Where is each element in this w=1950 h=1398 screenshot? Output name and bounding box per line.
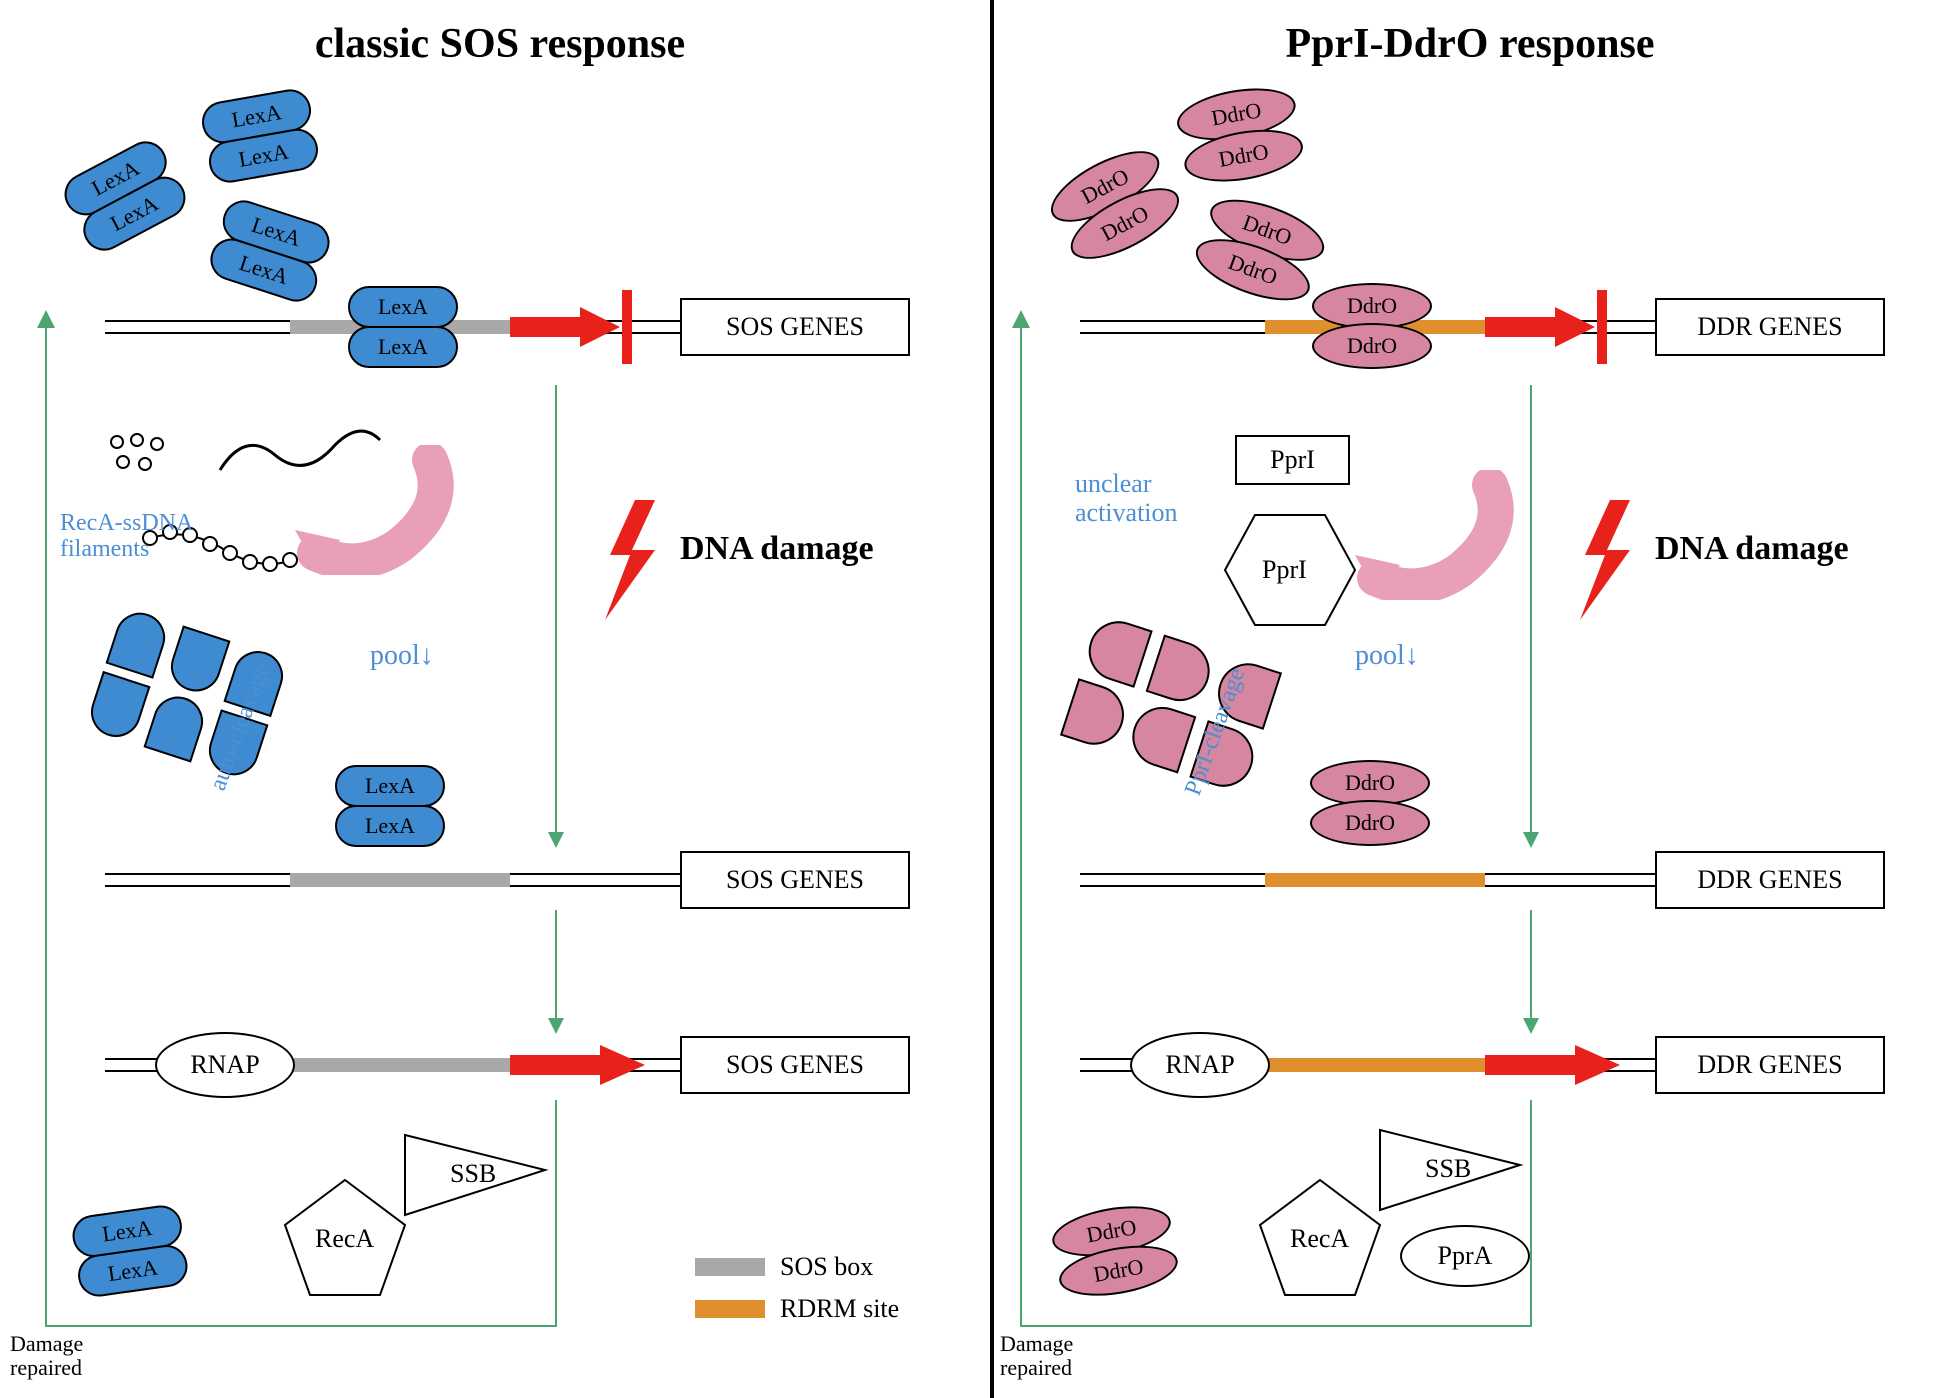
green-loop-r-head xyxy=(1012,310,1030,328)
legend-rdrm-label: RDRM site xyxy=(780,1294,899,1324)
green-loop-r-v1 xyxy=(1530,1100,1532,1325)
legend-sos-label: SOS box xyxy=(780,1252,873,1282)
right-title: PprI-DdrO response xyxy=(1090,20,1850,68)
lexa-dimer-2: LexA LexA xyxy=(199,86,322,186)
pool-label-left: pool↓ xyxy=(370,640,434,672)
right-red-arrow-3 xyxy=(1485,1043,1625,1087)
right-red-block-1 xyxy=(1597,290,1607,364)
lexa-text: LexA xyxy=(236,250,292,290)
green-arrowhead-l-1 xyxy=(548,832,564,848)
legend-sos-swatch xyxy=(695,1258,765,1276)
green-loop-l-v1 xyxy=(555,1100,557,1325)
green-arrow-r-1 xyxy=(1530,385,1532,835)
right-red-arrow-1 xyxy=(1485,305,1605,349)
dna-damage-left: DNA damage xyxy=(680,530,874,568)
lightning-right xyxy=(1575,500,1635,620)
left-sosbox-2 xyxy=(290,873,510,887)
green-loop-l-h xyxy=(45,1325,557,1327)
right-gene-1: DDR GENES xyxy=(1655,298,1885,356)
legend-rdrm-swatch xyxy=(695,1300,765,1318)
left-red-arrow-3 xyxy=(510,1043,650,1087)
center-divider xyxy=(990,0,994,1398)
left-gene-1: SOS GENES xyxy=(680,298,910,356)
left-title: classic SOS response xyxy=(120,20,880,68)
lexa-text: LexA xyxy=(378,294,428,320)
green-arrowhead-l-2 xyxy=(548,1018,564,1034)
left-gene-3: SOS GENES xyxy=(680,1036,910,1094)
svg-text:SSB: SSB xyxy=(1425,1154,1471,1183)
lexa-dimer-1: LexA LexA xyxy=(57,134,193,258)
pool-label-right: pool↓ xyxy=(1355,640,1419,672)
lexa-bound-1: LexA LexA xyxy=(348,286,458,368)
filament-label: RecA-ssDNA filaments xyxy=(60,510,193,563)
green-arrow-l-2 xyxy=(555,910,557,1020)
ddro-dimer-1: DdrO DdrO xyxy=(1041,137,1189,273)
svg-text:RecA: RecA xyxy=(315,1224,374,1253)
ppri-rect: PprI xyxy=(1235,435,1350,485)
green-arrowhead-r-1 xyxy=(1523,832,1539,848)
lexa-dimer-bottom: LexA LexA xyxy=(70,1203,190,1300)
right-rdrm-3 xyxy=(1265,1058,1485,1072)
left-gene-2: SOS GENES xyxy=(680,851,910,909)
right-rdrm-2 xyxy=(1265,873,1485,887)
green-loop-l-v2 xyxy=(45,322,47,1327)
dna-damage-right: DNA damage xyxy=(1655,530,1849,568)
pink-arrow-right xyxy=(1350,470,1520,600)
lexa-text: LexA xyxy=(230,99,284,133)
ddro-cleaved-group xyxy=(1060,613,1282,794)
ddro-dimer-3: DdrO DdrO xyxy=(1188,187,1332,313)
lexa-text: LexA xyxy=(237,139,291,173)
green-loop-r-v2 xyxy=(1020,322,1022,1327)
right-gene-2: DDR GENES xyxy=(1655,851,1885,909)
left-red-block-1 xyxy=(622,290,632,364)
repaired-left: Damage repaired xyxy=(10,1332,83,1380)
left-sosbox-3 xyxy=(290,1058,510,1072)
green-arrowhead-r-2 xyxy=(1523,1018,1539,1034)
reca-monomers-icon xyxy=(105,430,185,480)
diagram-canvas: classic SOS response PprI-DdrO response … xyxy=(0,0,1950,1398)
green-loop-r-h xyxy=(1020,1325,1532,1327)
green-loop-l-head xyxy=(37,310,55,328)
rnap-left: RNAP xyxy=(155,1032,295,1098)
green-arrow-l-1 xyxy=(555,385,557,835)
ssb-left: SSB xyxy=(400,1130,550,1220)
svg-text:RecA: RecA xyxy=(1290,1224,1349,1253)
lexa-text: LexA xyxy=(378,334,428,360)
reca-pentagon-left: RecA xyxy=(280,1175,410,1300)
ddro-bound-1: DdrO DdrO xyxy=(1312,283,1432,369)
lexa-dimer-3: LexA LexA xyxy=(205,195,335,307)
reca-pentagon-right: RecA xyxy=(1255,1175,1385,1300)
ddro-dimer-2: DdrO DdrO xyxy=(1173,80,1307,189)
lexa-dimer-dna2: LexA LexA xyxy=(335,765,445,847)
ppra-ellipse: PprA xyxy=(1400,1225,1530,1287)
right-gene-3: DDR GENES xyxy=(1655,1036,1885,1094)
repaired-right: Damage repaired xyxy=(1000,1332,1073,1380)
pink-arrow-left xyxy=(290,445,460,575)
lightning-left xyxy=(600,500,660,620)
ppri-hexagon: PprI xyxy=(1220,510,1360,630)
ddro-dimer-bottom: DdrO DdrO xyxy=(1048,1198,1181,1304)
rnap-right: RNAP xyxy=(1130,1032,1270,1098)
ssb-right: SSB xyxy=(1375,1125,1525,1215)
svg-text:PprI: PprI xyxy=(1262,555,1307,584)
left-red-arrow-1 xyxy=(510,305,630,349)
svg-text:SSB: SSB xyxy=(450,1159,496,1188)
ddro-dimer-dna2: DdrO DdrO xyxy=(1310,760,1430,846)
activation-label: unclear activation xyxy=(1075,470,1178,527)
green-arrow-r-2 xyxy=(1530,910,1532,1020)
